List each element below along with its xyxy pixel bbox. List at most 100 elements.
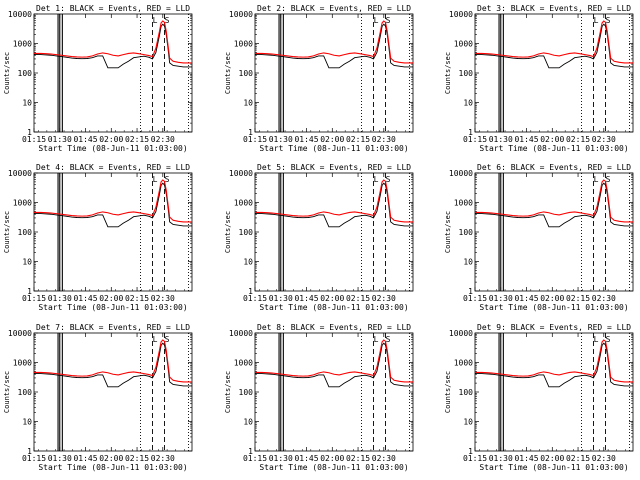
- y-axis-title: Counts/sec: [444, 371, 452, 413]
- x-tick-label: 02:15: [125, 294, 149, 303]
- marker-label: L: [153, 16, 158, 25]
- y-tick-label: 100: [18, 388, 33, 397]
- marker-label: L: [153, 335, 158, 344]
- y-tick-label: 1: [248, 128, 253, 137]
- chart-panel: 1 10 100 1000 10000 01:15 01:30 01:45 02:00 02:15…: [444, 323, 634, 472]
- x-axis-title: Start Time (08-Jun-11 01:03:00): [38, 463, 187, 472]
- x-tick-label: 02:15: [346, 294, 370, 303]
- x-tick-label: 01:30: [489, 454, 513, 463]
- x-tick-label: 01:15: [22, 135, 46, 144]
- y-tick-label: 10: [22, 258, 32, 267]
- marker-label: L: [594, 175, 599, 184]
- y-tick-label: 10: [463, 258, 473, 267]
- y-tick-label: 100: [239, 228, 254, 237]
- y-tick-label: 10000: [8, 10, 32, 19]
- y-tick-label: 1: [27, 287, 32, 296]
- x-tick-label: 01:45: [514, 294, 538, 303]
- y-tick-label: 10: [243, 258, 253, 267]
- x-tick-label: 02:30: [592, 135, 616, 144]
- marker-label: S: [386, 16, 391, 25]
- marker-label: S: [165, 335, 170, 344]
- x-tick-label: 02:30: [372, 454, 396, 463]
- x-tick-label: 02:30: [372, 135, 396, 144]
- x-tick-label: 01:15: [243, 454, 267, 463]
- x-tick-label: 01:15: [243, 135, 267, 144]
- chart-panel: 1 10 100 1000 10000 01:15 01:30 01:45 02:00 02:15…: [224, 163, 414, 312]
- y-tick-label: 10: [22, 418, 32, 427]
- marker-label: L: [374, 175, 379, 184]
- chart-panel: 1 10 100 1000 10000 01:15 01:30 01:45 02:00 02:15…: [3, 163, 193, 312]
- y-axis-title: Counts/sec: [444, 211, 452, 253]
- x-tick-label: 01:30: [269, 454, 293, 463]
- x-tick-label: 01:45: [294, 135, 318, 144]
- panel-title: Det 1: BLACK = Events, RED = LLD: [36, 4, 190, 13]
- x-tick-label: 02:15: [566, 454, 590, 463]
- y-tick-label: 100: [459, 69, 474, 78]
- x-tick-label: 01:30: [489, 135, 513, 144]
- y-tick-label: 10000: [449, 10, 473, 19]
- y-tick-label: 1: [468, 128, 473, 137]
- y-tick-label: 1: [248, 447, 253, 456]
- y-tick-label: 10000: [229, 169, 253, 178]
- y-tick-label: 100: [18, 228, 33, 237]
- x-tick-label: 01:15: [463, 454, 487, 463]
- y-tick-label: 1000: [454, 359, 473, 368]
- lld-series-line: [475, 179, 633, 223]
- lld-series-line: [255, 20, 413, 64]
- x-axis-title: Start Time (08-Jun-11 01:03:00): [259, 463, 408, 472]
- x-tick-label: 02:15: [566, 294, 590, 303]
- x-axis-title: Start Time (08-Jun-11 01:03:00): [38, 144, 187, 153]
- x-axis-title: Start Time (08-Jun-11 01:03:00): [479, 463, 628, 472]
- y-axis-title: Counts/sec: [224, 211, 232, 253]
- x-tick-label: 02:30: [151, 135, 175, 144]
- x-tick-label: 02:00: [540, 454, 564, 463]
- lld-series-line: [475, 20, 633, 64]
- y-tick-label: 1000: [13, 199, 32, 208]
- x-tick-label: 02:15: [346, 454, 370, 463]
- chart-panel: 1 10 100 1000 10000 01:15 01:30 01:45 02:00 02:15…: [444, 163, 634, 312]
- y-tick-label: 1000: [13, 359, 32, 368]
- y-axis-title: Counts/sec: [224, 371, 232, 413]
- y-tick-label: 1000: [234, 40, 253, 49]
- x-tick-label: 02:15: [566, 135, 590, 144]
- chart-panel: 1 10 100 1000 10000 01:15 01:30 01:45 02:00 02:15…: [224, 323, 414, 472]
- lld-series-line: [34, 339, 192, 383]
- y-axis-title: Counts/sec: [3, 52, 11, 94]
- y-tick-label: 100: [459, 228, 474, 237]
- y-tick-label: 10000: [449, 329, 473, 338]
- lld-series-line: [34, 179, 192, 223]
- marker-label: S: [606, 16, 611, 25]
- marker-label: S: [386, 175, 391, 184]
- marker-label: S: [606, 175, 611, 184]
- y-tick-label: 100: [18, 69, 33, 78]
- x-tick-label: 01:30: [48, 294, 72, 303]
- x-axis-title: Start Time (08-Jun-11 01:03:00): [38, 303, 187, 312]
- y-tick-label: 10: [463, 99, 473, 108]
- chart-panel: 1 10 100 1000 10000 01:15 01:30 01:45 02:00 02:15…: [3, 4, 193, 153]
- x-axis-title: Start Time (08-Jun-11 01:03:00): [259, 303, 408, 312]
- y-tick-label: 100: [239, 388, 254, 397]
- x-tick-label: 01:15: [463, 135, 487, 144]
- x-tick-label: 02:15: [346, 135, 370, 144]
- y-tick-label: 10: [22, 99, 32, 108]
- marker-label: L: [594, 335, 599, 344]
- y-tick-label: 1: [468, 287, 473, 296]
- x-tick-label: 02:15: [125, 454, 149, 463]
- panel-title: Det 4: BLACK = Events, RED = LLD: [36, 163, 190, 172]
- marker-label: S: [606, 335, 611, 344]
- x-tick-label: 01:15: [22, 294, 46, 303]
- y-tick-label: 10000: [449, 169, 473, 178]
- x-tick-label: 02:00: [540, 294, 564, 303]
- marker-label: L: [594, 16, 599, 25]
- x-axis-title: Start Time (08-Jun-11 01:03:00): [479, 144, 628, 153]
- panel-title: Det 3: BLACK = Events, RED = LLD: [477, 4, 631, 13]
- y-tick-label: 10000: [229, 10, 253, 19]
- x-axis-title: Start Time (08-Jun-11 01:03:00): [479, 303, 628, 312]
- x-tick-label: 01:45: [294, 454, 318, 463]
- panel-title: Det 7: BLACK = Events, RED = LLD: [36, 323, 190, 332]
- x-tick-label: 02:00: [99, 135, 123, 144]
- x-tick-label: 01:15: [463, 294, 487, 303]
- y-axis-title: Counts/sec: [3, 211, 11, 253]
- y-tick-label: 1000: [234, 359, 253, 368]
- x-tick-label: 01:45: [294, 294, 318, 303]
